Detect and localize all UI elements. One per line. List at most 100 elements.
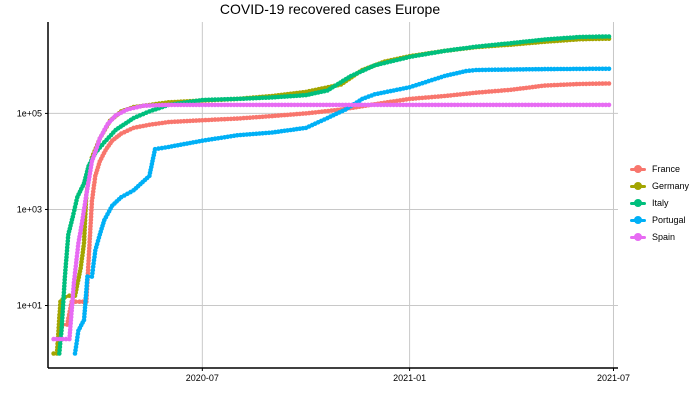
data-point [561, 66, 567, 72]
data-point [400, 102, 406, 108]
legend-key [628, 164, 648, 174]
data-point [593, 66, 599, 72]
data-point [426, 102, 432, 108]
data-point [65, 242, 70, 247]
data-point [596, 81, 602, 86]
data-point [603, 66, 608, 72]
data-point [564, 82, 570, 87]
data-point [219, 102, 224, 108]
data-point [529, 102, 535, 108]
data-point [503, 102, 509, 108]
data-point [266, 102, 272, 108]
legend-key-dot [634, 215, 642, 224]
data-point [574, 102, 580, 108]
data-point [513, 102, 518, 108]
data-point [241, 102, 246, 108]
data-point [587, 34, 592, 40]
y-tick-label: 1e+05 [17, 108, 42, 118]
legend-item: Italy [628, 194, 700, 211]
data-point [234, 102, 240, 108]
data-point [462, 102, 467, 108]
data-point [596, 34, 602, 39]
data-point [433, 102, 438, 108]
data-point [476, 67, 482, 73]
data-point [429, 102, 435, 108]
data-point [368, 102, 374, 108]
data-point [397, 102, 403, 108]
data-point [276, 102, 281, 108]
data-point [439, 102, 445, 108]
data-point [583, 66, 589, 72]
data-point [330, 102, 336, 108]
legend-label: Spain [652, 231, 676, 242]
data-point [545, 102, 551, 108]
legend-item: Germany [628, 177, 700, 194]
data-point [555, 66, 560, 72]
data-point [378, 102, 384, 108]
data-point [567, 82, 573, 87]
data-point [548, 102, 554, 108]
data-point [552, 66, 557, 72]
data-point [305, 102, 310, 108]
data-point [238, 96, 243, 102]
data-point [394, 102, 400, 108]
data-point [228, 96, 234, 102]
data-point [311, 102, 317, 108]
data-point [62, 271, 68, 276]
data-point [289, 102, 294, 108]
data-point [250, 102, 256, 108]
legend-key [628, 215, 648, 225]
legend-key [628, 232, 648, 242]
data-point [298, 102, 304, 108]
data-point [552, 102, 557, 108]
legend-label: Italy [652, 197, 669, 208]
data-point [87, 242, 92, 248]
data-point [82, 231, 87, 236]
data-point [263, 95, 269, 100]
y-tick-label: 1e+03 [17, 204, 42, 214]
data-point [445, 102, 451, 108]
data-point [295, 102, 301, 108]
data-point [468, 102, 474, 108]
data-point [587, 81, 592, 87]
data-point [340, 102, 345, 108]
data-point [593, 81, 599, 86]
data-point [273, 102, 278, 108]
data-point [324, 102, 329, 108]
data-point [263, 102, 269, 108]
data-point [590, 102, 596, 108]
data-point [580, 81, 586, 87]
data-point [292, 102, 297, 108]
data-point [337, 102, 342, 108]
data-point [359, 102, 365, 108]
data-point [505, 67, 511, 72]
data-point [471, 102, 477, 108]
data-point [349, 102, 355, 108]
data-point [225, 96, 230, 102]
data-point [593, 102, 599, 108]
data-point [519, 102, 525, 108]
data-point [317, 102, 323, 108]
data-point [577, 81, 582, 87]
data-point [436, 102, 441, 108]
data-point [580, 66, 586, 72]
data-point [247, 102, 253, 108]
data-point [574, 81, 579, 87]
data-point [423, 102, 429, 108]
data-point [492, 67, 498, 72]
series-italy [57, 34, 612, 356]
data-point [568, 102, 573, 108]
data-point [57, 348, 62, 353]
series-portugal [72, 66, 612, 356]
data-point [606, 34, 612, 39]
data-point [600, 34, 605, 39]
data-point [490, 102, 496, 108]
data-point [500, 102, 506, 108]
data-point [593, 34, 599, 39]
data-point [583, 34, 589, 40]
legend-label: Germany [652, 180, 690, 191]
data-point [496, 67, 501, 72]
data-point [391, 102, 396, 108]
data-point [156, 146, 161, 151]
